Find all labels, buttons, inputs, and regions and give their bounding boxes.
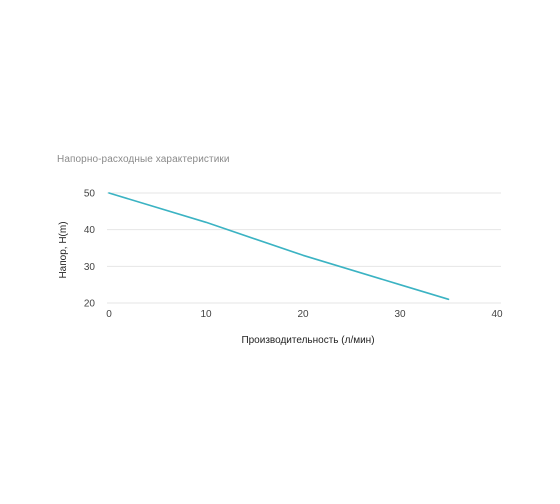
y-tick-labels: 20 30 40 50: [84, 189, 96, 310]
y-tick-label: 50: [84, 189, 96, 200]
series-lines: [108, 192, 450, 301]
x-tick-labels: 0 10 20 30 40: [106, 309, 503, 320]
x-tick-label: 10: [200, 309, 212, 320]
y-tick-label: 40: [84, 225, 96, 236]
x-axis-label: Производительность (л/мин): [241, 335, 374, 346]
grid-lines: [107, 192, 501, 304]
x-tick-label: 0: [106, 309, 112, 320]
series-line-0: [108, 192, 450, 301]
chart-title: Напорно-расходные характеристики: [57, 154, 230, 165]
y-tick-label: 20: [84, 299, 96, 310]
y-axis-label: Напор, H(m): [58, 221, 69, 278]
y-tick-label: 30: [84, 262, 96, 273]
x-tick-label: 40: [491, 309, 503, 320]
x-tick-label: 20: [297, 309, 309, 320]
x-tick-label: 30: [394, 309, 406, 320]
